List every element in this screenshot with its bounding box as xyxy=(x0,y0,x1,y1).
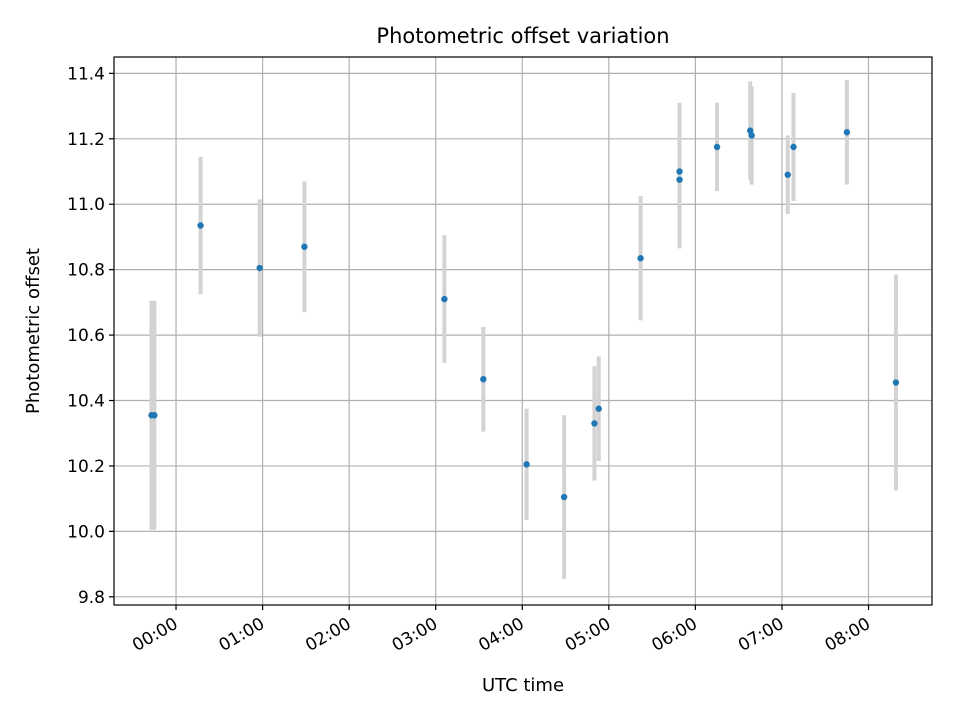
data-point xyxy=(301,243,308,250)
y-tick-label: 10.6 xyxy=(67,326,105,346)
x-axis-label: UTC time xyxy=(482,675,564,696)
x-tick-label: 06:00 xyxy=(648,614,700,656)
y-tick-label: 11.0 xyxy=(67,195,105,215)
data-point xyxy=(151,412,158,419)
data-point xyxy=(197,222,204,229)
y-tick-label: 10.4 xyxy=(67,392,105,412)
x-tick-label: 03:00 xyxy=(389,614,441,656)
y-tick-label: 11.2 xyxy=(67,130,105,150)
y-tick-label: 9.8 xyxy=(78,588,105,608)
data-points xyxy=(148,127,900,501)
plot-frame xyxy=(113,56,933,606)
data-point xyxy=(595,405,602,412)
y-tick-label: 11.4 xyxy=(67,64,105,84)
y-tick-label: 10.2 xyxy=(67,457,105,477)
y-axis-label: Photometric offset xyxy=(23,248,44,414)
data-point xyxy=(637,255,644,262)
x-tick-label: 01:00 xyxy=(216,614,268,656)
data-point xyxy=(523,461,530,468)
y-tick-label: 10.8 xyxy=(67,261,105,281)
data-point xyxy=(441,295,448,303)
data-point xyxy=(843,129,851,136)
data-point xyxy=(713,143,721,151)
data-point xyxy=(676,176,683,183)
x-tick-label: 02:00 xyxy=(302,614,354,656)
data-point xyxy=(560,493,568,501)
data-point xyxy=(790,143,797,151)
grid-lines xyxy=(114,57,932,605)
data-point xyxy=(748,132,755,139)
data-point xyxy=(676,168,683,175)
data-point xyxy=(591,420,598,427)
x-tick-label: 05:00 xyxy=(562,614,614,656)
data-point xyxy=(480,376,487,383)
data-point xyxy=(784,171,791,178)
x-tick-label: 00:00 xyxy=(129,614,181,656)
chart-title: Photometric offset variation xyxy=(376,24,669,48)
data-point xyxy=(747,127,754,134)
y-tick-label: 10.0 xyxy=(67,522,105,542)
data-point xyxy=(892,379,900,386)
x-tick-label: 08:00 xyxy=(822,614,874,656)
data-point xyxy=(256,264,263,272)
x-tick-label: 07:00 xyxy=(735,614,787,656)
x-tick-label: 04:00 xyxy=(475,614,527,656)
